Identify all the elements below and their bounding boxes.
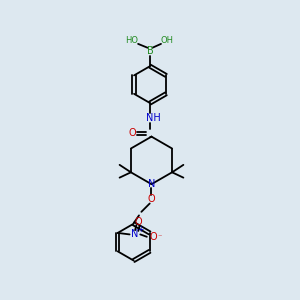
Text: NH: NH xyxy=(146,113,160,123)
Text: N: N xyxy=(131,230,139,239)
Text: OH: OH xyxy=(161,36,174,45)
Text: B: B xyxy=(147,46,153,56)
Text: N: N xyxy=(148,179,155,189)
Text: +: + xyxy=(138,225,144,234)
Text: O: O xyxy=(148,194,155,204)
Text: HO: HO xyxy=(125,36,138,45)
Text: O: O xyxy=(128,128,136,138)
Text: O: O xyxy=(149,232,157,242)
Text: ⁻: ⁻ xyxy=(158,232,162,241)
Text: O: O xyxy=(135,217,142,227)
